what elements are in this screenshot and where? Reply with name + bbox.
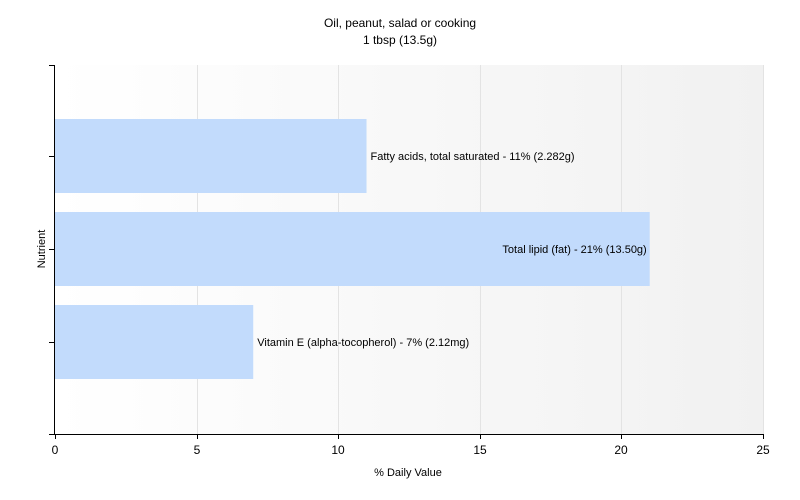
x-tick-label: 0 xyxy=(52,443,59,457)
chart-title: Oil, peanut, salad or cooking xyxy=(324,16,476,30)
bar xyxy=(55,212,650,286)
y-axis-label: Nutrient xyxy=(36,230,48,269)
x-tick-label: 15 xyxy=(473,443,487,457)
data-label: Vitamin E (alpha-tocopherol) - 7% (2.12m… xyxy=(257,337,469,349)
data-label: Total lipid (fat) - 21% (13.50g) xyxy=(502,244,646,256)
bar xyxy=(55,119,367,193)
axes xyxy=(49,65,763,435)
x-axis-ticks: 0 5 10 15 20 25 xyxy=(52,434,770,457)
x-tick-label: 5 xyxy=(194,443,201,457)
chart-subtitle: 1 tbsp (13.5g) xyxy=(363,33,437,47)
x-axis-label: % Daily Value xyxy=(374,467,442,479)
x-tick-label: 10 xyxy=(331,443,345,457)
x-tick-label: 20 xyxy=(614,443,628,457)
x-tick-label: 25 xyxy=(756,443,770,457)
data-label: Fatty acids, total saturated - 11% (2.28… xyxy=(371,151,575,163)
data-labels: Fatty acids, total saturated - 11% (2.28… xyxy=(257,151,646,349)
bar xyxy=(55,305,254,379)
bars xyxy=(55,119,650,379)
